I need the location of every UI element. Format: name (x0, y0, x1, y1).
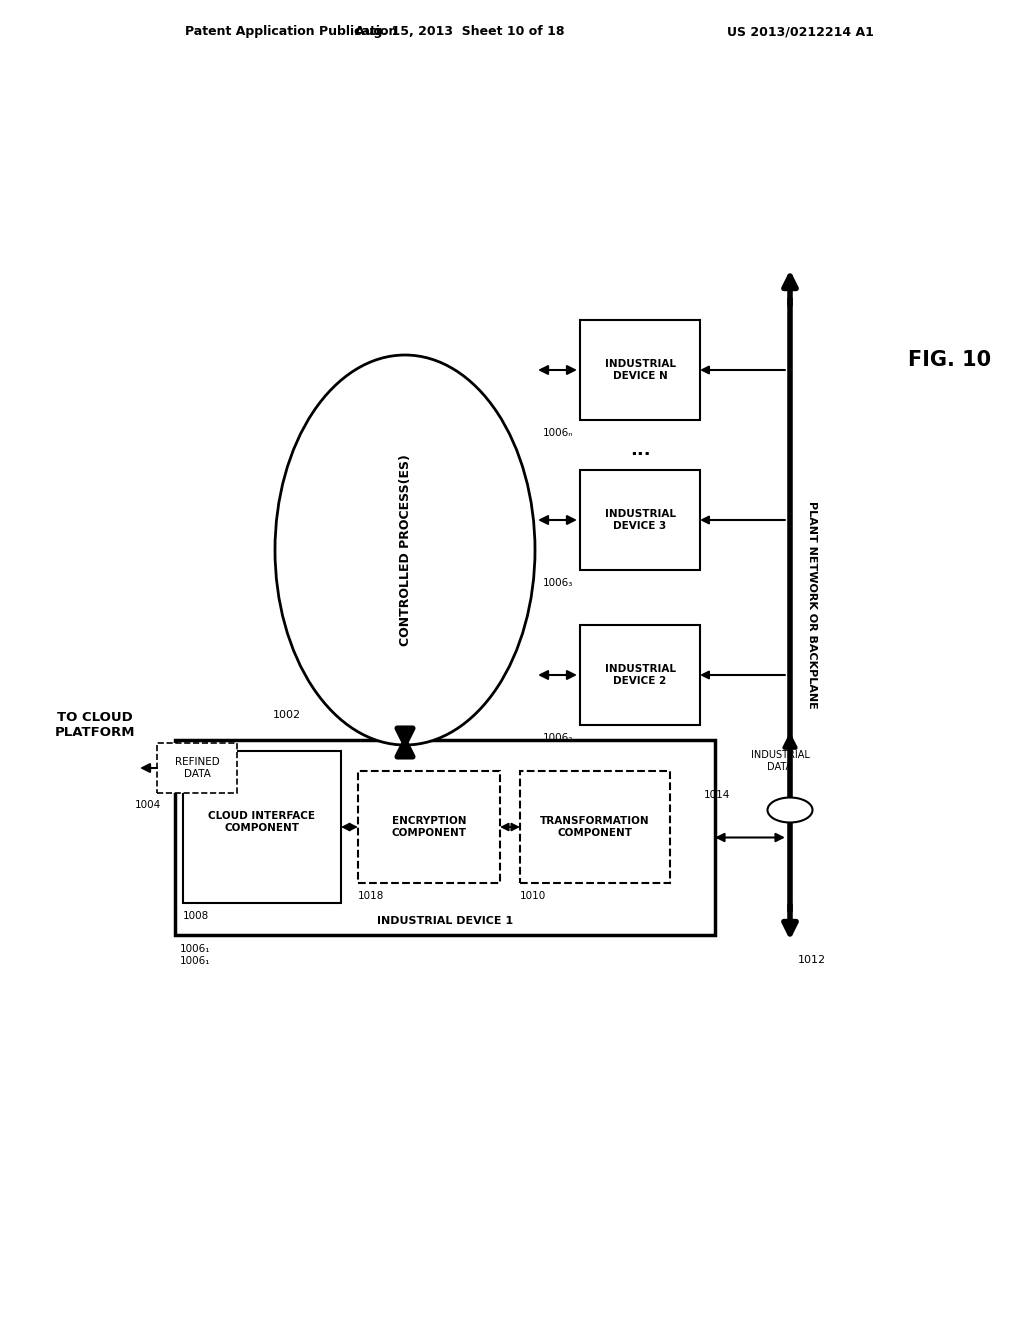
Text: FIG. 10: FIG. 10 (908, 350, 991, 370)
Text: INDUSTRIAL
DEVICE 3: INDUSTRIAL DEVICE 3 (604, 510, 676, 531)
Text: INDUSTRIAL
DEVICE 2: INDUSTRIAL DEVICE 2 (604, 664, 676, 686)
Text: CONTROLLED PROCESS(ES): CONTROLLED PROCESS(ES) (398, 454, 412, 645)
Bar (358, 771, 500, 883)
Text: INDUSTRIAL DEVICE 1: INDUSTRIAL DEVICE 1 (377, 916, 513, 927)
Bar (580, 470, 700, 570)
Text: ENCRYPTION
COMPONENT: ENCRYPTION COMPONENT (391, 816, 467, 838)
Text: TRANSFORMATION
COMPONENT: TRANSFORMATION COMPONENT (541, 816, 650, 838)
Text: 1006₃: 1006₃ (543, 578, 572, 587)
Bar (157, 743, 237, 793)
Bar (520, 771, 670, 883)
Ellipse shape (275, 355, 535, 744)
Bar (580, 319, 700, 420)
Text: 1002: 1002 (273, 710, 301, 719)
Bar (183, 751, 341, 903)
Text: 1006₁: 1006₁ (180, 944, 211, 954)
Text: INDUSTRIAL
DATA: INDUSTRIAL DATA (751, 750, 809, 772)
Text: INDUSTRIAL
DEVICE N: INDUSTRIAL DEVICE N (604, 359, 676, 380)
Text: 1006₁: 1006₁ (180, 956, 211, 966)
Text: PLANT NETWORK OR BACKPLANE: PLANT NETWORK OR BACKPLANE (807, 502, 817, 709)
Text: US 2013/0212214 A1: US 2013/0212214 A1 (727, 25, 873, 38)
Text: ...: ... (630, 441, 650, 459)
Text: CLOUD INTERFACE
COMPONENT: CLOUD INTERFACE COMPONENT (209, 812, 315, 833)
Text: TO CLOUD
PLATFORM: TO CLOUD PLATFORM (54, 711, 135, 739)
Bar (175, 741, 715, 935)
Text: 1006ₙ: 1006ₙ (543, 428, 572, 438)
Text: 1018: 1018 (358, 891, 384, 902)
Text: Patent Application Publication: Patent Application Publication (185, 25, 397, 38)
Text: 1006₂: 1006₂ (543, 733, 572, 743)
Text: REFINED
DATA: REFINED DATA (175, 758, 219, 779)
Text: 1014: 1014 (703, 789, 730, 800)
Ellipse shape (768, 797, 812, 822)
Text: 1012: 1012 (798, 954, 826, 965)
Text: 1004: 1004 (135, 800, 161, 810)
Text: 1010: 1010 (520, 891, 546, 902)
Text: 1008: 1008 (183, 911, 209, 921)
Text: Aug. 15, 2013  Sheet 10 of 18: Aug. 15, 2013 Sheet 10 of 18 (355, 25, 565, 38)
Bar (580, 624, 700, 725)
